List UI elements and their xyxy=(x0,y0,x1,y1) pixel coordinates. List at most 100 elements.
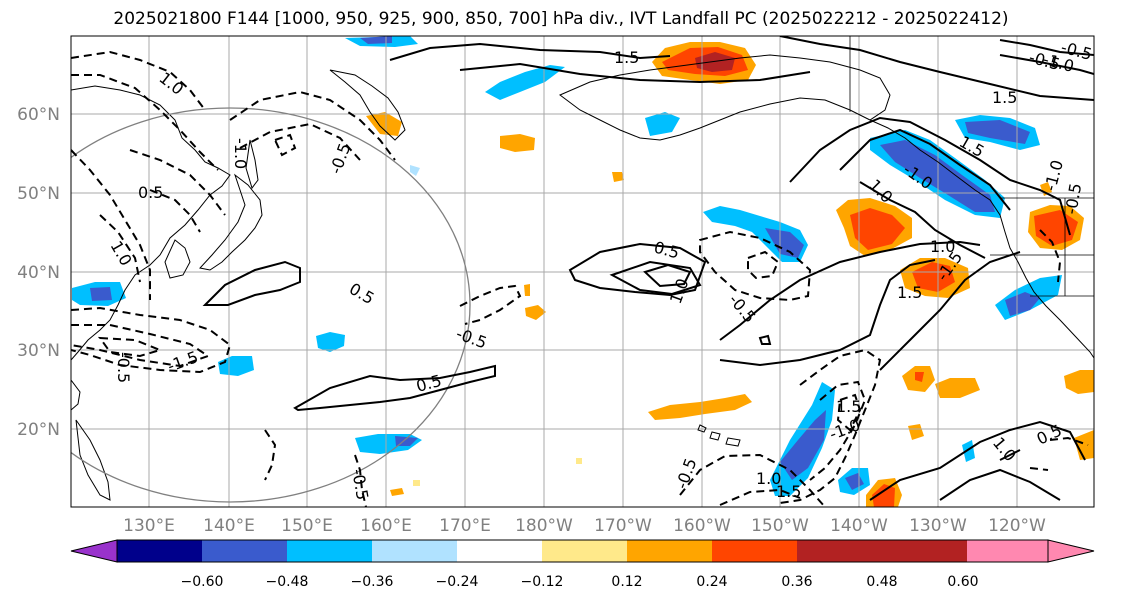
shade-blob xyxy=(912,262,955,292)
coastline-hawaii xyxy=(697,424,741,447)
shade-blob xyxy=(90,287,112,301)
coastline-korea xyxy=(164,239,191,279)
colorbar-segment xyxy=(882,540,967,562)
shade-blob xyxy=(780,410,826,480)
colorbar-segment xyxy=(202,540,287,562)
coastlines xyxy=(71,54,1094,501)
coastline-asia xyxy=(71,85,231,361)
lon-label: 160°W xyxy=(673,516,731,536)
contour-label: 1.5 xyxy=(836,397,861,416)
lat-label: 30°N xyxy=(17,341,60,361)
shade-blob xyxy=(1074,430,1094,460)
lon-label: 160°E xyxy=(360,516,412,536)
shade-blob xyxy=(1064,370,1094,394)
shade-blob xyxy=(645,112,680,136)
lon-label: 130°E xyxy=(123,516,175,536)
shade-blob xyxy=(612,172,624,182)
shade-blob xyxy=(695,52,735,72)
shade-blob xyxy=(500,134,535,152)
negative-contours xyxy=(71,50,1089,507)
shade-blob xyxy=(908,424,924,440)
colorbar-tick-label: −0.24 xyxy=(436,574,479,590)
lon-label: 180°W xyxy=(515,516,573,536)
lon-label: 140°E xyxy=(203,516,255,536)
shade-blob xyxy=(413,480,420,486)
coastline-na-west xyxy=(869,119,1094,359)
shade-blob xyxy=(935,378,980,398)
contour-label: 1.5 xyxy=(776,482,801,501)
colorbar-segment xyxy=(117,540,202,562)
colorbar-tick-label: 0.36 xyxy=(781,574,812,590)
lat-label: 50°N xyxy=(17,184,60,204)
contour-label: 1.0 xyxy=(756,469,781,488)
contour-label: 1.0 xyxy=(930,237,955,256)
colorbar-segment xyxy=(967,540,1048,562)
shade-blob xyxy=(316,332,345,352)
shade-blob xyxy=(366,112,402,136)
shade-blob xyxy=(915,372,924,382)
lon-label: 120°W xyxy=(988,516,1046,536)
shade-blob xyxy=(360,36,392,44)
coastline-sakhalin xyxy=(245,139,259,190)
shade-blob xyxy=(765,228,804,258)
shade-blob xyxy=(850,208,905,250)
map-title: 2025021800 F144 [1000, 950, 925, 900, 85… xyxy=(113,9,1009,29)
colorbar-tick-label: −0.12 xyxy=(521,574,564,590)
lon-label: 130°W xyxy=(909,516,967,536)
lon-label: 150°W xyxy=(751,516,809,536)
lon-label: 140°W xyxy=(830,516,888,536)
contour-label: 0.5 xyxy=(138,183,163,202)
shade-blob xyxy=(576,458,582,464)
colorbar-tick-label: 0.12 xyxy=(611,574,642,590)
shade-blob xyxy=(485,65,565,100)
lat-label: 60°N xyxy=(17,105,60,125)
shade-blob xyxy=(1034,210,1078,246)
contour-label: 1.5 xyxy=(897,283,922,302)
lon-label: 150°E xyxy=(281,516,333,536)
colorbar-tick-label: 0.60 xyxy=(947,574,978,590)
latitude-labels: 60°N 50°N 40°N 30°N 20°N xyxy=(17,105,60,440)
colorbar-segment xyxy=(287,540,372,562)
shade-blob xyxy=(410,165,420,176)
colorbar-extend-max xyxy=(1047,539,1095,563)
shade-blob xyxy=(872,484,895,507)
contour-label: -1.0 xyxy=(231,138,250,169)
coastline-kamchatka xyxy=(329,69,406,141)
range-circle xyxy=(71,107,471,503)
shade-blob xyxy=(525,305,546,320)
coastline-china-south xyxy=(71,379,81,411)
contour-label: 1.5 xyxy=(614,48,639,67)
shade-blob xyxy=(1005,292,1040,316)
colorbar-tick-label: −0.48 xyxy=(266,574,309,590)
shade-blob xyxy=(524,284,530,296)
lat-label: 20°N xyxy=(17,420,60,440)
colorbar-tick-label: 0.48 xyxy=(866,574,897,590)
colorbar-tick-label: −0.60 xyxy=(181,574,224,590)
colorbar-segment xyxy=(797,540,882,562)
contour-label: -0.5 xyxy=(114,352,133,383)
shade-blob xyxy=(390,488,404,496)
colorbar-segment xyxy=(372,540,457,562)
colorbar-segment xyxy=(542,540,627,562)
colorbar-segment xyxy=(457,540,542,562)
map-frame xyxy=(70,35,1095,508)
shade-blob xyxy=(962,440,975,462)
longitude-labels: 130°E 140°E 150°E 160°E 170°E 180°W 170°… xyxy=(123,516,1046,536)
lon-label: 170°W xyxy=(594,516,652,536)
lat-label: 40°N xyxy=(17,263,60,283)
lon-label: 170°E xyxy=(439,516,491,536)
coastline-philippines xyxy=(75,419,111,501)
colorbar-tick-label: −0.36 xyxy=(351,574,394,590)
contour-label: 1.5 xyxy=(992,88,1017,107)
colorbar: −0.60 −0.48 −0.36 −0.24 −0.12 0.12 0.24 … xyxy=(70,539,1095,590)
positive-contours xyxy=(202,36,1094,501)
shade-blob xyxy=(218,356,254,376)
shade-blob xyxy=(965,120,1030,144)
colorbar-extend-min xyxy=(70,539,118,563)
coastline-japan xyxy=(199,173,263,271)
colorbar-tick-label: 0.24 xyxy=(696,574,727,590)
shade-blob xyxy=(648,394,752,420)
colorbar-segment xyxy=(712,540,797,562)
colorbar-segment xyxy=(627,540,712,562)
